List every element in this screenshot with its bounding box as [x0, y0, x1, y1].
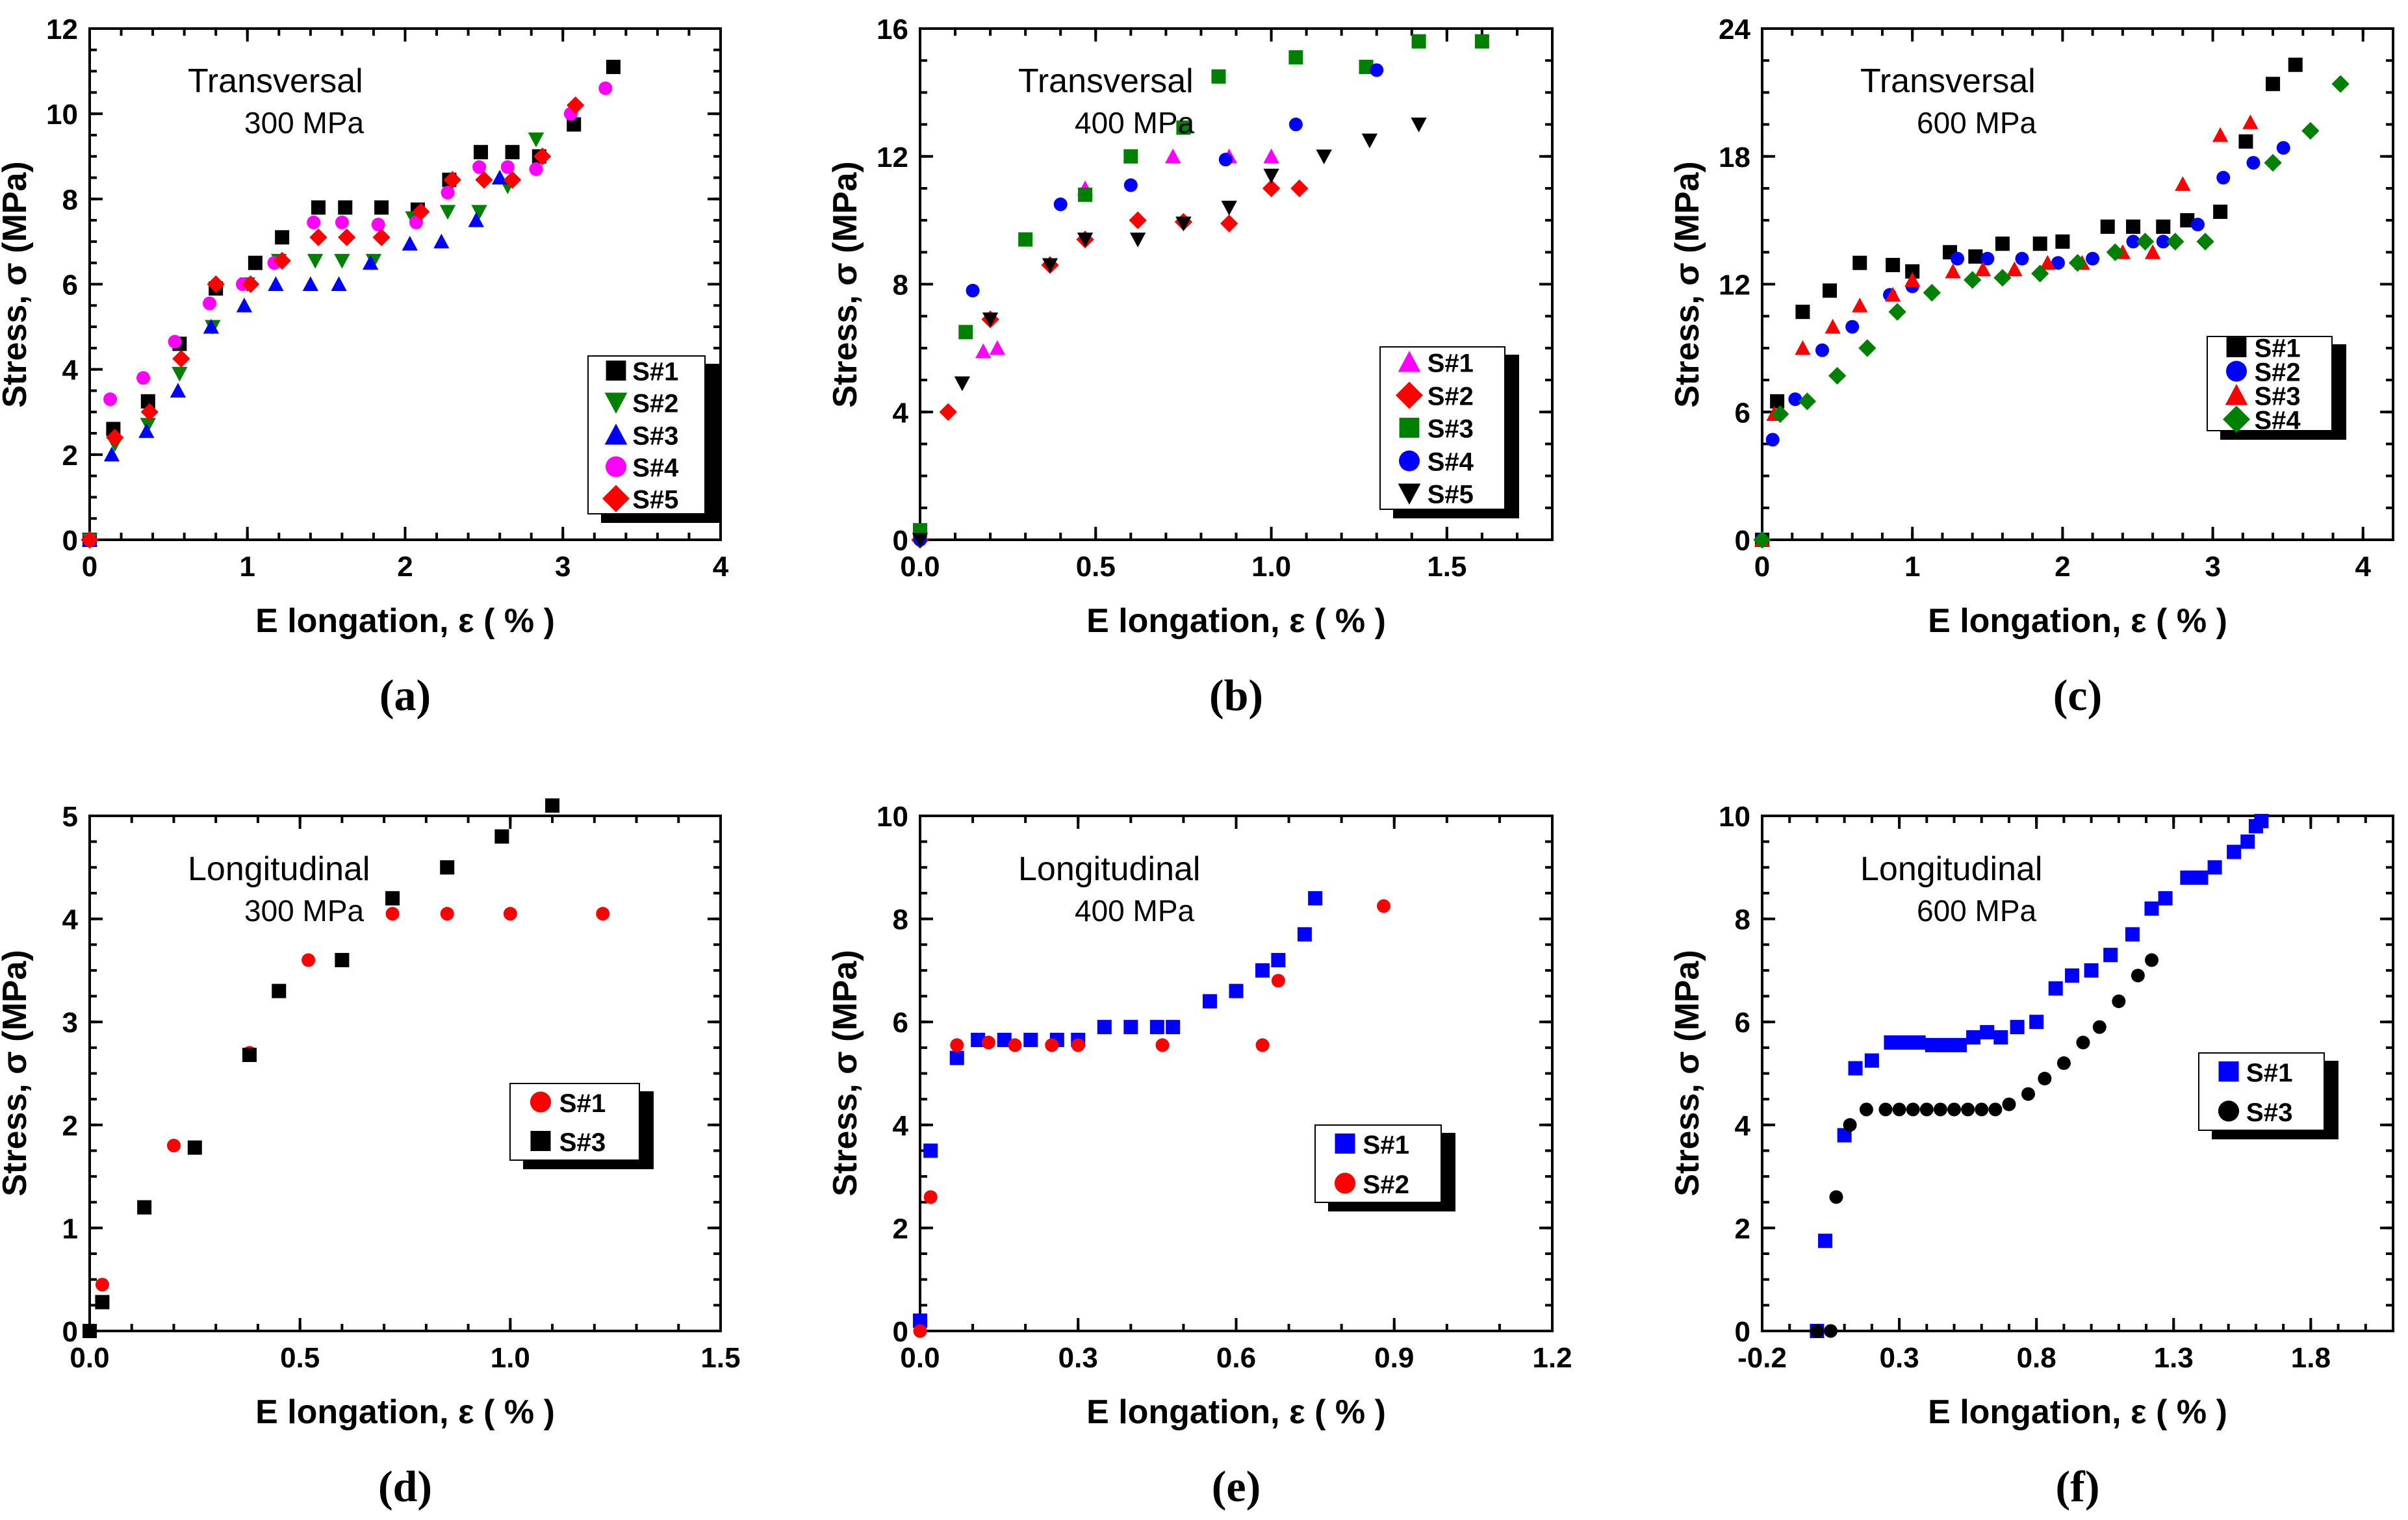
svg-text:1: 1 [1904, 551, 1920, 583]
svg-text:0.3: 0.3 [1880, 1342, 1919, 1374]
svg-text:1.8: 1.8 [2291, 1342, 2331, 1374]
svg-text:0: 0 [893, 525, 908, 557]
svg-text:18: 18 [1719, 142, 1750, 173]
svg-text:1.2: 1.2 [1532, 1342, 1572, 1374]
svg-text:0.6: 0.6 [1216, 1342, 1256, 1374]
svg-text:12: 12 [877, 142, 908, 173]
svg-text:10: 10 [46, 99, 78, 131]
svg-text:1.0: 1.0 [1251, 551, 1291, 583]
svg-text:0: 0 [1754, 551, 1770, 583]
svg-text:1: 1 [240, 551, 255, 583]
svg-text:0: 0 [1735, 525, 1750, 557]
svg-text:6: 6 [1735, 397, 1750, 429]
svg-text:0.8: 0.8 [2017, 1342, 2056, 1374]
svg-text:3: 3 [62, 1007, 78, 1039]
svg-text:12: 12 [46, 14, 78, 45]
svg-text:3: 3 [555, 551, 570, 583]
svg-text:2: 2 [1735, 1213, 1750, 1245]
svg-text:0: 0 [62, 1316, 78, 1348]
svg-text:8: 8 [893, 904, 908, 936]
svg-text:1.3: 1.3 [2154, 1342, 2194, 1374]
svg-text:0: 0 [82, 551, 97, 583]
svg-text:0.3: 0.3 [1058, 1342, 1098, 1374]
svg-text:0.5: 0.5 [1076, 551, 1116, 583]
svg-text:8: 8 [893, 270, 908, 301]
svg-text:2: 2 [893, 1213, 908, 1245]
svg-text:8: 8 [1735, 904, 1750, 936]
svg-text:3: 3 [2205, 551, 2220, 583]
svg-text:2: 2 [2055, 551, 2070, 583]
svg-text:4: 4 [713, 551, 729, 583]
svg-text:4: 4 [2355, 551, 2372, 583]
svg-text:5: 5 [62, 801, 78, 833]
svg-text:0: 0 [893, 1316, 908, 1348]
svg-text:12: 12 [1719, 270, 1750, 301]
svg-text:6: 6 [893, 1007, 908, 1039]
svg-text:0.9: 0.9 [1374, 1342, 1414, 1374]
svg-text:2: 2 [62, 440, 78, 472]
svg-text:4: 4 [62, 355, 79, 386]
svg-text:1.0: 1.0 [491, 1342, 530, 1374]
svg-text:0.5: 0.5 [280, 1342, 320, 1374]
svg-text:0: 0 [1735, 1316, 1750, 1348]
svg-text:6: 6 [62, 270, 78, 301]
svg-text:1.5: 1.5 [1427, 551, 1467, 583]
svg-text:16: 16 [877, 14, 908, 45]
svg-text:2: 2 [397, 551, 413, 583]
svg-text:4: 4 [62, 904, 79, 936]
svg-text:2: 2 [62, 1110, 78, 1142]
svg-text:1: 1 [62, 1213, 78, 1245]
svg-text:4: 4 [893, 1110, 909, 1142]
svg-text:6: 6 [1735, 1007, 1750, 1039]
svg-text:24: 24 [1719, 14, 1750, 45]
svg-text:1.5: 1.5 [700, 1342, 740, 1374]
svg-text:4: 4 [1735, 1110, 1751, 1142]
svg-text:4: 4 [893, 397, 909, 429]
svg-text:8: 8 [62, 184, 78, 216]
svg-text:10: 10 [1719, 801, 1750, 833]
svg-text:10: 10 [877, 801, 908, 833]
svg-text:0: 0 [62, 525, 78, 557]
